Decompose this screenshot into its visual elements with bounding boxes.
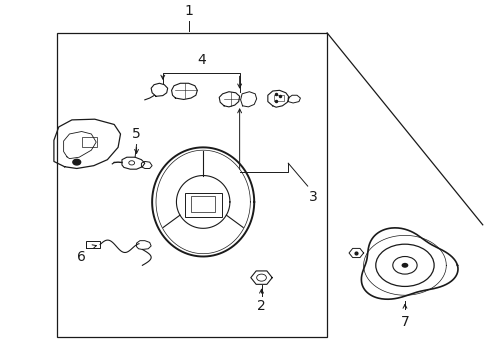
Bar xyxy=(81,137,97,147)
Bar xyxy=(57,33,326,337)
Text: 5: 5 xyxy=(132,127,141,141)
Text: 2: 2 xyxy=(257,300,265,314)
Bar xyxy=(273,95,284,101)
Bar xyxy=(184,193,221,217)
Bar xyxy=(191,196,215,212)
Text: 3: 3 xyxy=(308,190,317,204)
Circle shape xyxy=(73,159,81,165)
Text: 1: 1 xyxy=(184,4,193,18)
Text: 4: 4 xyxy=(197,53,205,67)
Text: 7: 7 xyxy=(400,315,408,329)
Text: 6: 6 xyxy=(77,250,86,264)
Circle shape xyxy=(401,263,407,268)
Bar xyxy=(86,241,100,248)
